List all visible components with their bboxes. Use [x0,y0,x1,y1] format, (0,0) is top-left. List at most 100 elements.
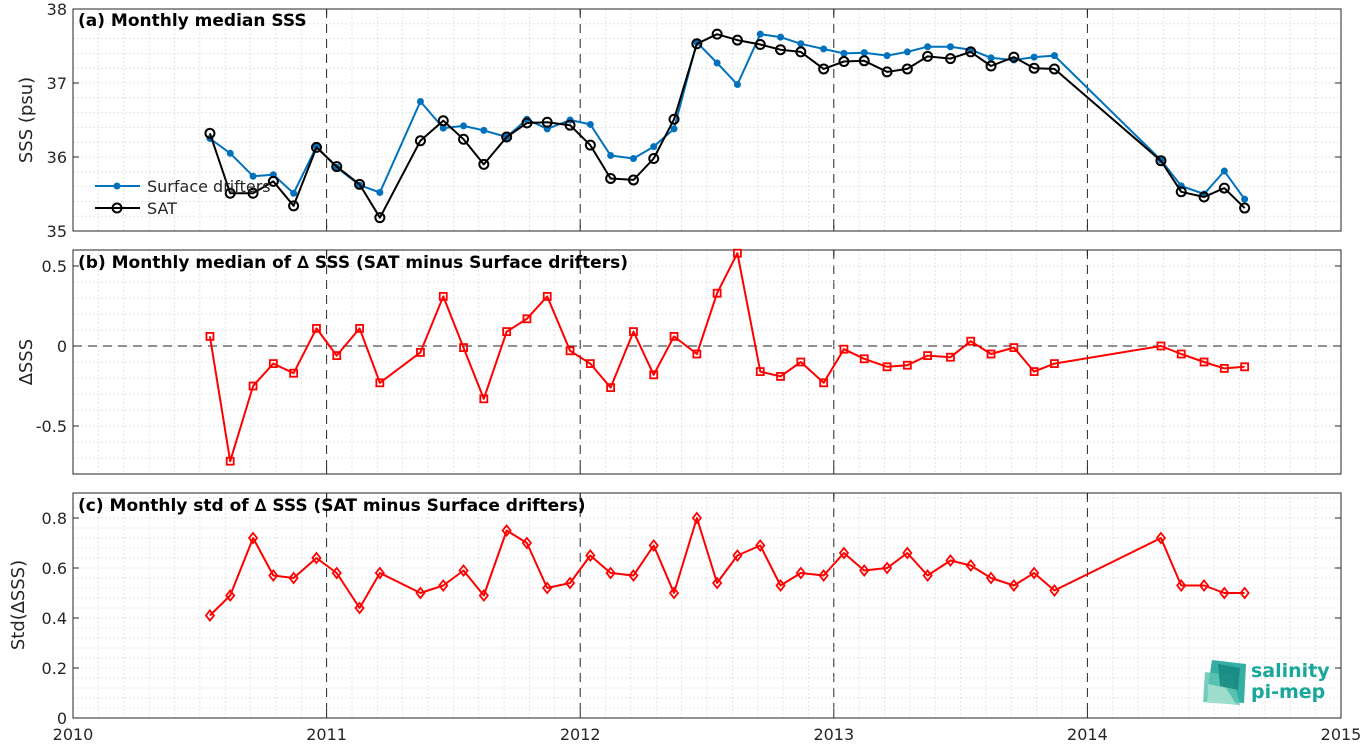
y-tick-label: 0.5 [42,257,67,276]
data-point [585,549,596,562]
data-point [376,189,384,197]
series-line [208,252,1245,463]
series-line [209,33,1246,200]
data-point [711,28,723,40]
data-point [902,360,912,370]
panel-a-title: (a) Monthly median SSS [78,11,307,31]
data-point [205,331,215,341]
data-point [225,456,235,466]
data-point [777,33,785,41]
data-point [733,248,742,258]
data-point [1050,359,1059,369]
data-point [541,116,553,128]
data-point [901,63,913,75]
data-point [883,52,891,60]
data-point [795,566,806,580]
data-point [649,370,659,380]
panel-background: -0.5 0 0.5 [36,249,1342,475]
data-point [289,368,299,378]
data-point [290,189,298,197]
data-point [858,55,870,67]
panel-a-legend: Surface drifters SAT [95,177,271,218]
legend-drifters-marker [113,182,121,190]
data-point [902,546,913,560]
data-point [204,609,216,622]
data-point [565,346,575,356]
data-point [288,200,300,212]
data-point [1199,357,1209,367]
data-point [459,343,468,353]
data-point [1028,566,1040,580]
axes-box [72,492,1342,719]
y-tick-label: -0.5 [36,417,67,436]
data-point [648,539,659,552]
panel-c-ylabel: Std(∆SSS) [8,560,29,650]
legend-sat-marker [111,202,123,214]
data-point [966,336,976,346]
data-point [247,531,259,545]
panel-background: 35 36 37 38 [47,0,1342,241]
data-point [668,113,680,125]
legend-sat-label: SAT [147,199,177,218]
panel-b-title: (b) Monthly median of ∆ SSS (SAT minus S… [78,253,628,273]
data-point [374,212,386,224]
data-point [881,66,893,78]
data-point [332,351,342,361]
y-tick-label: 0.2 [42,659,67,678]
data-point [756,30,764,38]
data-point [775,579,786,592]
data-point [586,120,594,128]
data-point [542,291,552,301]
data-point [1156,341,1166,351]
y-tick-label: 0.4 [42,609,67,628]
x-tick-label: 2010 [53,725,94,744]
data-point [733,80,741,88]
salinity-pi-mep-logo: salinity pi-mep [1203,660,1330,705]
data-point [840,49,848,57]
data-point [859,564,870,577]
data-point [479,394,489,404]
data-point [629,154,637,162]
data-point [1198,191,1210,203]
data-point [438,291,448,301]
data-point [375,378,385,388]
axes-box [72,8,1342,232]
series-sat [204,28,1251,224]
data-point [331,566,342,580]
data-point [354,178,366,190]
data-point [204,127,216,139]
data-point [1049,584,1060,597]
logo-text-salinity: salinity [1251,660,1330,682]
data-point [415,586,426,600]
logo-text-pi-mep: pi-mep [1251,681,1325,703]
data-point [1218,182,1230,194]
data-point [965,559,976,572]
data-point [310,141,322,153]
data-point [731,34,743,46]
data-point [692,349,702,359]
data-point [226,149,234,157]
data-point [669,331,679,341]
data-point [502,327,512,337]
data-point [987,54,995,62]
data-point [1198,579,1210,592]
data-point [585,359,595,369]
data-point [965,46,977,58]
data-point [1219,363,1229,373]
data-point [922,50,934,62]
panel-c-std-delta-sss: 0 0.2 0.4 0.6 0.8 2010 2011 2012 2013 2014 2015 (c… [8,492,1361,744]
data-point [439,124,447,132]
data-point [521,117,533,129]
panel-b-ylabel: ∆SSS [16,339,37,386]
panel-b-median-delta-sss: -0.5 0 0.5 (b) Monthly median of ∆ SSS (SA… [16,248,1342,475]
data-point [628,569,639,582]
x-tick-label: 2011 [306,725,347,744]
data-point [1028,62,1040,74]
x-tick-label: 2013 [813,725,854,744]
data-point [542,581,553,595]
data-point [839,344,849,354]
data-point [754,39,766,51]
y-tick-label: 0 [57,337,67,356]
data-point [416,98,424,105]
data-point [478,158,490,170]
